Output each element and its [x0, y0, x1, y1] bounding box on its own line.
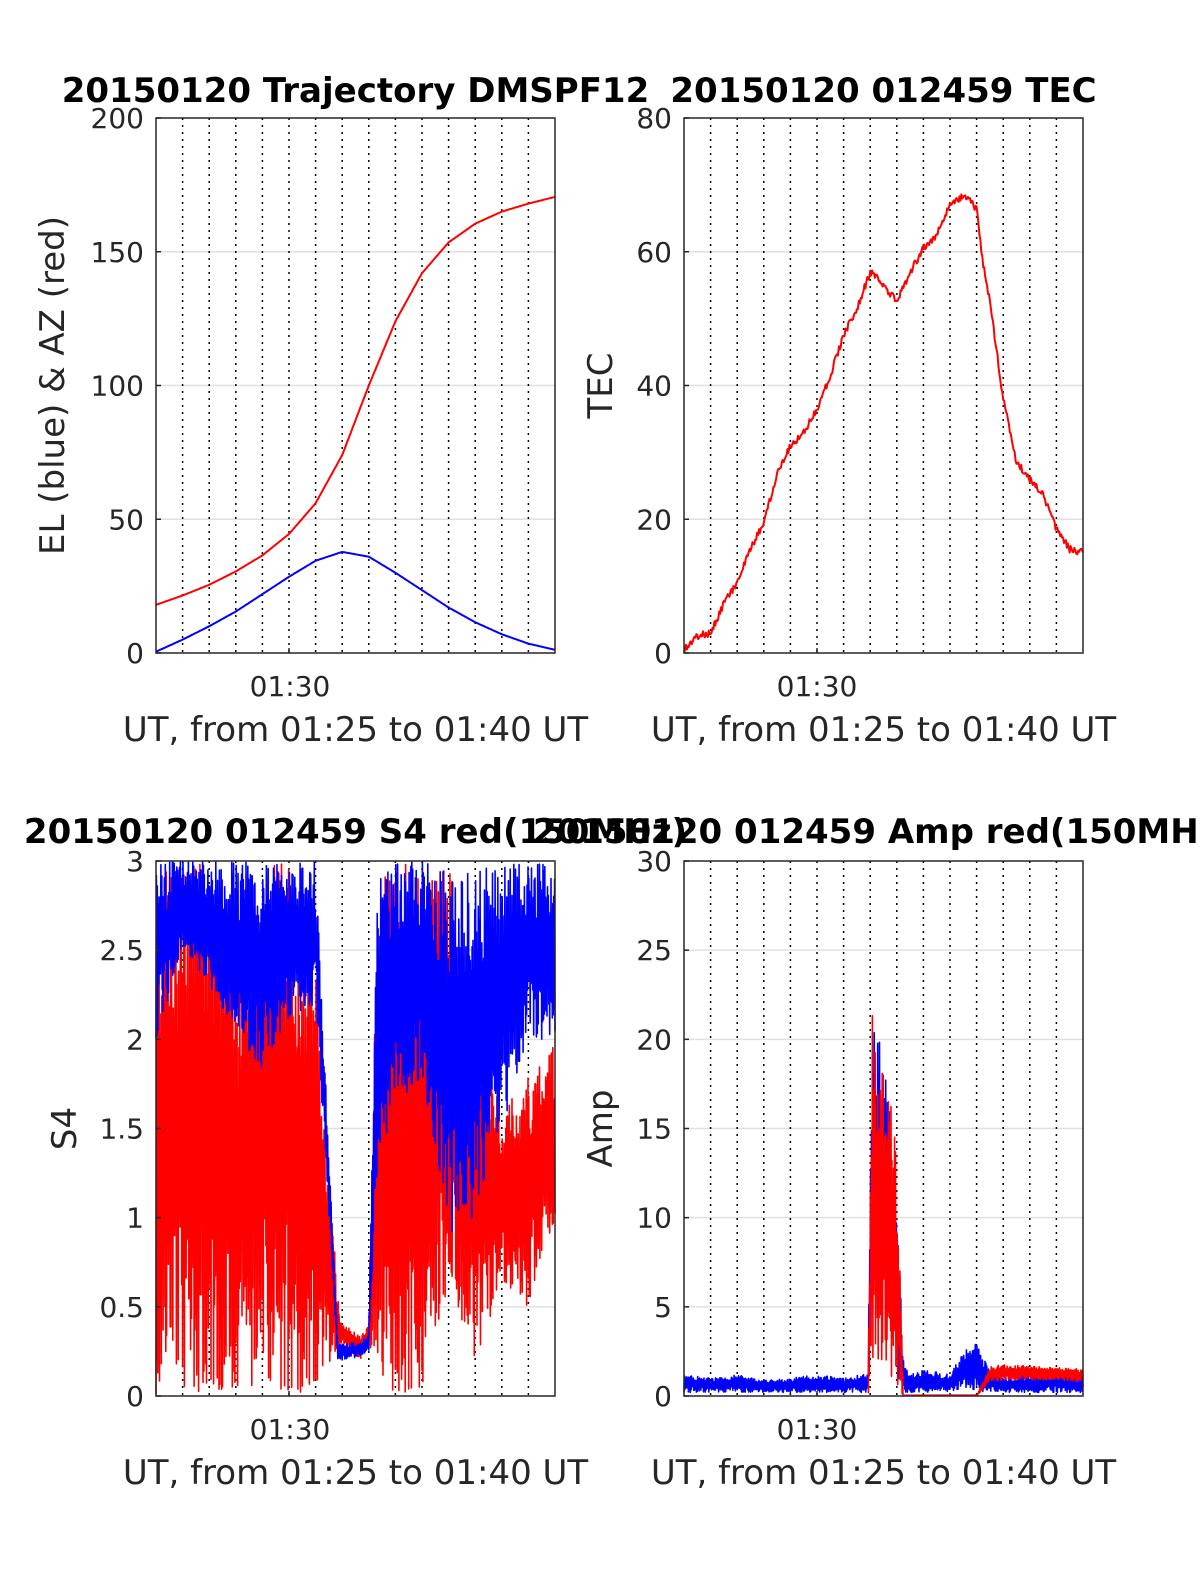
amp-y-axis-label: Amp [581, 1090, 621, 1168]
y-tick-label: 100 [91, 370, 144, 403]
tec-y-axis-label: TEC [581, 353, 621, 420]
y-tick-label: 1 [126, 1202, 144, 1235]
red-series-line [683, 193, 1084, 654]
y-tick-label: 150 [91, 236, 144, 269]
trajectory-plot-area [155, 195, 556, 653]
trajectory-x-tick-label: 01:30 [250, 670, 331, 703]
tec-plot-area [683, 193, 1084, 654]
y-tick-label: 5 [654, 1291, 672, 1324]
trajectory-grid [156, 118, 555, 653]
blue-series-line [155, 550, 556, 653]
y-tick-label: 0 [126, 1380, 144, 1413]
s4-plot-area [155, 860, 556, 1395]
panel-s4: 0 0.5 1 1.5 2 2.5 3 20150120 012459 S4 red(150… [24, 812, 687, 1493]
trajectory-y-ticks: 0 50 100 150 200 [91, 102, 161, 670]
s4-title: 20150120 012459 S4 red(150MHz) [24, 812, 687, 852]
y-tick-label: 0.5 [99, 1291, 144, 1324]
blue-series-line [155, 860, 556, 1361]
amp-y-ticks: 0 5 10 15 20 25 30 [636, 845, 689, 1413]
s4-x-tick-label: 01:30 [250, 1413, 331, 1446]
y-tick-label: 50 [108, 503, 144, 536]
tec-y-ticks: 0 20 40 60 80 [636, 102, 689, 670]
y-tick-label: 20 [636, 503, 672, 536]
y-tick-label: 10 [636, 1202, 672, 1235]
s4-y-ticks: 0 0.5 1 1.5 2 2.5 3 [99, 845, 161, 1413]
amp-x-axis-label: UT, from 01:25 to 01:40 UT [651, 1453, 1117, 1493]
y-tick-label: 80 [636, 102, 672, 135]
y-tick-label: 20 [636, 1023, 672, 1056]
amp-x-tick-label: 01:30 [777, 1413, 858, 1446]
y-tick-label: 25 [636, 934, 672, 967]
y-tick-label: 2 [126, 1023, 144, 1056]
tec-x-tick-label: 01:30 [777, 670, 858, 703]
red-series-line [867, 1015, 1084, 1397]
y-tick-label: 0 [126, 637, 144, 670]
tec-x-axis-label: UT, from 01:25 to 01:40 UT [651, 710, 1117, 750]
y-tick-label: 40 [636, 370, 672, 403]
y-tick-label: 1.5 [99, 1113, 144, 1146]
tec-title: 20150120 012459 TEC [670, 71, 1096, 111]
y-tick-label: 200 [91, 102, 144, 135]
y-tick-label: 0 [654, 1380, 672, 1413]
red-series-line [155, 195, 556, 606]
panel-amp: 0 5 10 15 20 25 30 20150120 012459 Amp red(150… [533, 812, 1200, 1493]
tec-grid [684, 118, 1083, 653]
s4-y-axis-label: S4 [45, 1107, 85, 1150]
trajectory-x-axis-label: UT, from 01:25 to 01:40 UT [123, 710, 589, 750]
y-tick-label: 30 [636, 845, 672, 878]
trajectory-y-axis-label: EL (blue) & AZ (red) [33, 216, 73, 555]
trajectory-title: 20150120 Trajectory DMSPF12 [62, 71, 650, 111]
s4-x-axis-label: UT, from 01:25 to 01:40 UT [123, 1453, 589, 1493]
y-tick-label: 2.5 [99, 934, 144, 967]
panel-trajectory: 0 50 100 150 200 20150120 Trajectory DMSPF12… [33, 71, 649, 750]
y-tick-label: 3 [126, 845, 144, 878]
y-tick-label: 0 [654, 637, 672, 670]
y-tick-label: 60 [636, 236, 672, 269]
amp-title: 20150120 012459 Amp red(150MHz) [533, 812, 1200, 852]
amp-plot-area [683, 1015, 1084, 1397]
y-tick-label: 15 [636, 1113, 672, 1146]
